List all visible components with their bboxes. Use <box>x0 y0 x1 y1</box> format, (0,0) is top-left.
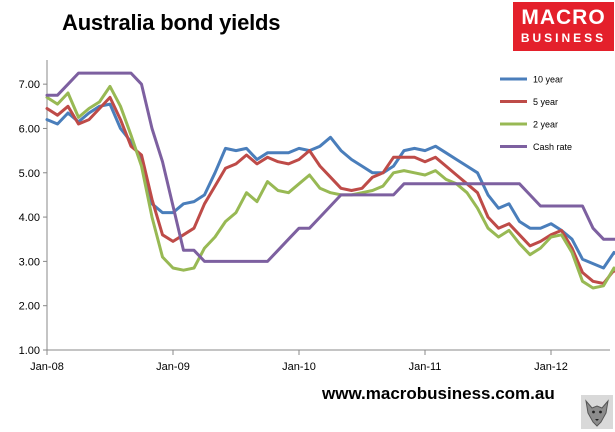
chart-axes: 1.00 2.00 3.00 4.00 5.00 6.00 7.00 Jan-08 Jan-09… <box>19 60 610 373</box>
x-tick-label: Jan-12 <box>534 361 568 373</box>
logo-line-1: MACRO <box>521 6 606 29</box>
x-tick-label: Jan-08 <box>30 361 64 373</box>
x-tick-label: Jan-09 <box>156 361 190 373</box>
y-tick-label: 7.00 <box>19 79 40 91</box>
x-tick-label: Jan-11 <box>409 361 442 373</box>
chart-title: Australia bond yields <box>62 10 281 35</box>
logo-line-2: BUSINESS <box>520 31 607 45</box>
series-line-10-year <box>45 102 615 270</box>
footer-url: www.macrobusiness.com.au <box>322 384 555 403</box>
legend-label: 5 year <box>533 97 558 107</box>
x-tick-label: Jan-10 <box>282 361 316 373</box>
y-tick-label: 4.00 <box>19 212 40 224</box>
legend-label: 10 year <box>533 75 563 85</box>
y-tick-label: 3.00 <box>19 256 40 268</box>
series-line-2-year <box>45 84 615 290</box>
wolf-logo-icon <box>581 395 613 429</box>
legend-label: Cash rate <box>533 142 572 152</box>
legend-label: 2 year <box>533 120 558 130</box>
y-tick-label: 5.00 <box>19 168 40 180</box>
y-tick-label: 6.00 <box>19 123 40 135</box>
y-tick-label: 2.00 <box>19 301 40 313</box>
macrobusiness-logo: MACRO BUSINESS <box>513 2 614 51</box>
series-line-cash-rate <box>45 71 615 263</box>
series-line-5-year <box>45 95 615 285</box>
chart-legend: 10 year 5 year 2 year Cash rate <box>500 75 572 152</box>
y-tick-label: 1.00 <box>19 345 40 357</box>
chart-series <box>45 71 615 290</box>
